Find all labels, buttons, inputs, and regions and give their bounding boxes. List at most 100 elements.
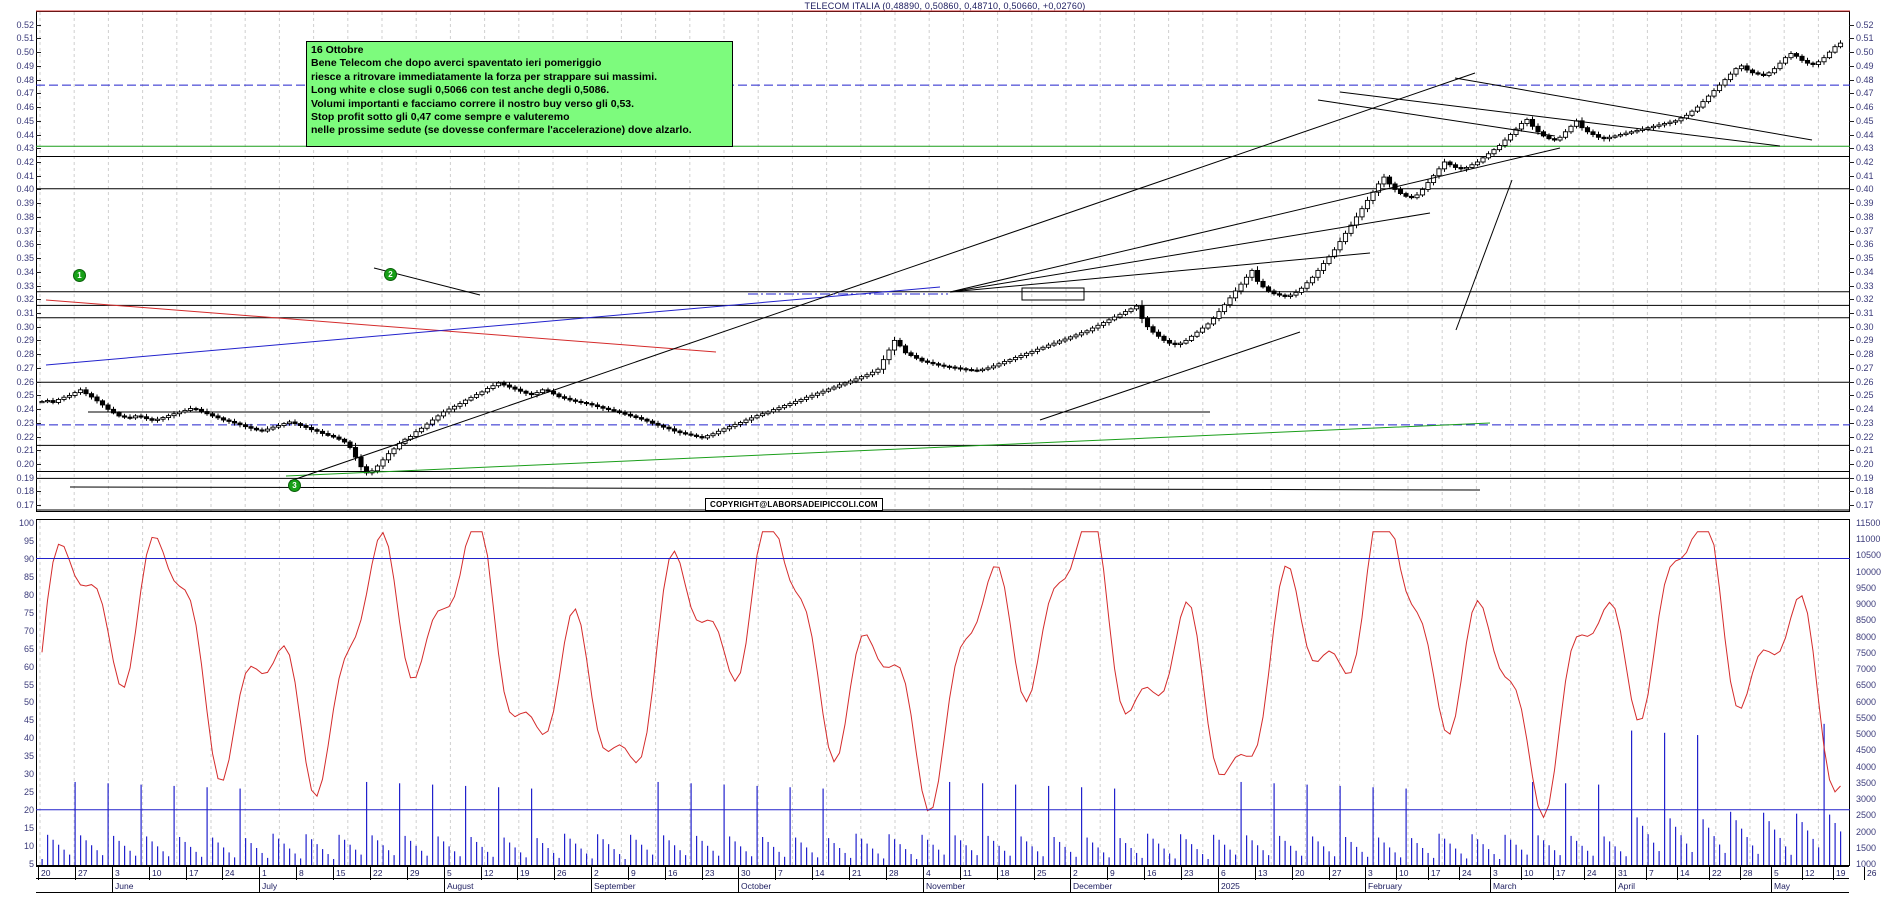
price-panel-frame	[36, 11, 1850, 512]
price-tick-mark	[36, 436, 41, 438]
price-tick-mark	[1849, 436, 1854, 438]
price-tick-mark	[1849, 395, 1854, 397]
price-tick-mark	[36, 409, 41, 411]
date-tick: 24	[1584, 867, 1596, 880]
rsi-tick-label: 95	[23, 535, 34, 546]
volume-tick-label: 2500	[1856, 810, 1877, 821]
chart-marker-1[interactable]: 1	[73, 269, 86, 282]
chart-marker-3[interactable]: 3	[288, 479, 301, 492]
price-tick-label-left: 0.40	[16, 184, 34, 195]
price-tick-label-right: 0.51	[1856, 33, 1874, 44]
chart-marker-2[interactable]: 2	[384, 268, 397, 281]
price-tick-label-right: 0.42	[1856, 156, 1874, 167]
month-tick: February	[1365, 879, 1402, 893]
price-tick-label-right: 0.35	[1856, 253, 1874, 264]
price-tick-mark	[1849, 258, 1854, 260]
analysis-note-line-1: 16 Ottobre	[311, 44, 364, 56]
price-tick-mark	[1849, 65, 1854, 67]
price-tick-mark	[36, 381, 41, 383]
month-tick: July	[259, 879, 277, 893]
price-tick-mark	[1849, 285, 1854, 287]
month-tick: October	[738, 879, 771, 893]
price-tick-label-left: 0.25	[16, 390, 34, 401]
date-tick: 4	[923, 867, 931, 880]
volume-tick-label: 11500	[1856, 518, 1881, 528]
price-tick-mark	[36, 340, 41, 342]
price-tick-label-left: 0.26	[16, 376, 34, 387]
price-tick-mark	[1849, 134, 1854, 136]
date-tick: 27	[1329, 867, 1341, 880]
price-tick-label-left: 0.47	[16, 88, 34, 99]
price-tick-label-right: 0.44	[1856, 129, 1874, 140]
price-tick-mark	[36, 148, 41, 150]
chart-title: TELECOM ITALIA (0,48890, 0,50860, 0,4871…	[804, 1, 1086, 11]
date-tick: 23	[1181, 867, 1193, 880]
month-tick: May	[1771, 879, 1790, 893]
date-tick: 28	[1740, 867, 1752, 880]
date-tick: 14	[1677, 867, 1689, 880]
price-tick-label-left: 0.31	[16, 307, 34, 318]
date-tick: 22	[1709, 867, 1721, 880]
price-tick-label-left: 0.19	[16, 472, 34, 483]
price-tick-mark	[36, 93, 41, 95]
price-tick-mark	[1849, 299, 1854, 301]
date-tick: 9	[1107, 867, 1115, 880]
analysis-note-line-2: Bene Telecom che dopo averci spaventato …	[311, 57, 602, 70]
price-tick-label-right: 0.47	[1856, 88, 1874, 99]
price-tick-mark	[36, 52, 41, 54]
rsi-tick-label: 45	[23, 715, 34, 726]
price-tick-label-left: 0.21	[16, 445, 34, 456]
price-tick-mark	[36, 120, 41, 122]
price-tick-mark	[1849, 381, 1854, 383]
price-tick-mark	[1849, 203, 1854, 205]
price-tick-mark	[1849, 422, 1854, 424]
date-tick: 24	[222, 867, 234, 880]
date-tick: 10	[1396, 867, 1408, 880]
price-tick-label-right: 0.19	[1856, 472, 1874, 483]
rsi-tick-label: 55	[23, 679, 34, 690]
price-tick-mark	[36, 38, 41, 40]
month-tick: September	[591, 879, 636, 893]
date-tick: 25	[1034, 867, 1046, 880]
volume-tick-label: 10500	[1856, 550, 1882, 561]
rsi-tick-label: 25	[23, 787, 34, 798]
price-tick-label-right: 0.34	[1856, 266, 1874, 277]
rsi-tick-label: 80	[23, 589, 34, 600]
volume-tick-label: 3000	[1856, 794, 1877, 805]
price-tick-label-right: 0.40	[1856, 184, 1874, 195]
price-tick-mark	[36, 134, 41, 136]
price-tick-mark	[1849, 354, 1854, 356]
date-tick: 16	[665, 867, 677, 880]
rsi-tick-label: 50	[23, 697, 34, 708]
volume-tick-label: 4000	[1856, 761, 1877, 772]
volume-tick-label: 3500	[1856, 777, 1877, 788]
price-tick-mark	[1849, 463, 1854, 465]
rsi-tick-label: 65	[23, 643, 34, 654]
date-tick: 23	[702, 867, 714, 880]
date-tick: 1	[259, 867, 267, 880]
price-tick-mark	[1849, 409, 1854, 411]
price-tick-label-right: 0.29	[1856, 335, 1874, 346]
price-tick-mark	[36, 175, 41, 177]
date-tick: 22	[370, 867, 382, 880]
price-tick-label-right: 0.39	[1856, 198, 1874, 209]
date-tick: 7	[775, 867, 783, 880]
price-tick-mark	[36, 312, 41, 314]
date-tick: 10	[149, 867, 161, 880]
volume-tick-label: 8000	[1856, 631, 1877, 642]
price-tick-label-right: 0.23	[1856, 417, 1874, 428]
price-tick-mark	[36, 244, 41, 246]
price-tick-mark	[36, 477, 41, 479]
date-tick: 2	[591, 867, 599, 880]
price-tick-label-right: 0.45	[1856, 115, 1874, 126]
month-tick: 2025	[1218, 879, 1240, 893]
volume-tick-label: 10000	[1856, 566, 1882, 577]
rsi-tick-label: 35	[23, 751, 34, 762]
date-tick: 19	[1833, 867, 1845, 880]
analysis-note-line-6: Stop profit sotto gli 0,47 come sempre e…	[311, 111, 570, 124]
month-tick: June	[112, 879, 133, 893]
price-tick-label-right: 0.48	[1856, 74, 1874, 85]
price-tick-label-left: 0.46	[16, 102, 34, 113]
price-tick-label-left: 0.29	[16, 335, 34, 346]
volume-tick-label: 7000	[1856, 664, 1877, 675]
